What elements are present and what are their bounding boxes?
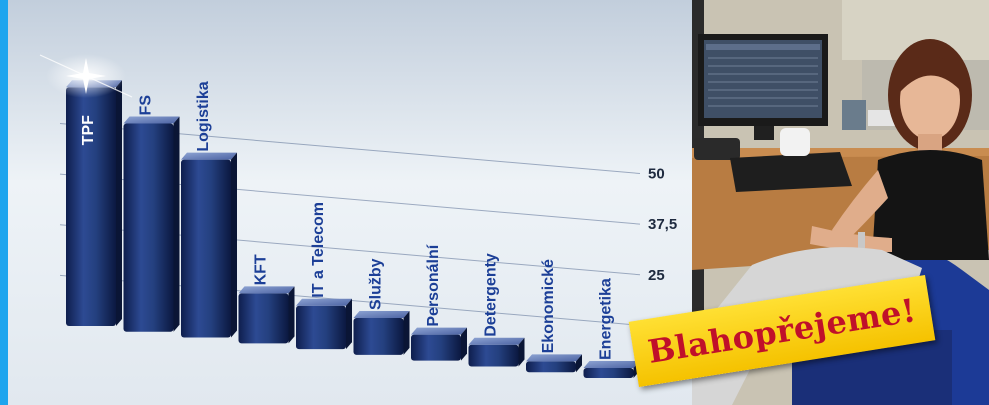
bar-face [468, 344, 519, 367]
bar: IT a Telecom [296, 202, 352, 350]
bar-top [181, 152, 237, 160]
category-label: KFT [253, 254, 270, 285]
category-label: FS [138, 95, 155, 116]
category-label: TPF [80, 115, 97, 145]
bar-face [181, 159, 231, 338]
bar-top [583, 361, 640, 368]
y-tick-label: 50 [648, 166, 665, 183]
category-label: Energetika [598, 278, 615, 360]
bar: TPF [66, 80, 122, 326]
bar-face [353, 317, 404, 355]
bar: FS [123, 95, 180, 332]
bar-chart: TPF FS Logistika KFT IT a Telecom Služby Perso… [0, 0, 692, 405]
bar-face [411, 334, 461, 361]
y-tick-label: 25 [648, 267, 665, 284]
bar-side [518, 337, 525, 367]
bar: Detergenty [468, 253, 525, 367]
bar-face [583, 368, 634, 378]
bar-side [576, 354, 582, 373]
category-label: Detergenty [483, 253, 500, 337]
bar-side [346, 298, 352, 350]
bar: Ekonomické [526, 259, 582, 373]
bar-side [403, 310, 410, 355]
bar-side [116, 80, 122, 326]
bar-side [231, 152, 237, 338]
bar-face [238, 293, 289, 344]
bar-top [468, 337, 525, 345]
left-frame [0, 0, 8, 405]
bar: Personální [411, 244, 467, 361]
category-label: Logistika [195, 81, 212, 151]
bar: Logistika [181, 81, 237, 338]
bar-face [526, 361, 576, 373]
bar-face [66, 87, 116, 326]
bar-top [296, 298, 352, 306]
bar-side [288, 286, 295, 344]
bar-side [173, 116, 180, 332]
category-label: IT a Telecom [310, 202, 327, 298]
bar: KFT [238, 254, 295, 344]
bar-top [526, 354, 582, 362]
bar-top [353, 310, 410, 318]
bar-top [123, 116, 180, 124]
category-label: Personální [425, 244, 442, 326]
bar-top [411, 327, 467, 335]
sparkle-glow [39, 54, 133, 98]
y-tick-label: 37,5 [648, 216, 677, 233]
category-label: Ekonomické [540, 259, 557, 353]
category-label: Služby [368, 258, 385, 310]
bar-top [238, 286, 295, 294]
bar-side [461, 327, 467, 361]
bar: Služby [353, 258, 410, 355]
bar-face [296, 305, 346, 350]
bar-face [123, 123, 174, 332]
